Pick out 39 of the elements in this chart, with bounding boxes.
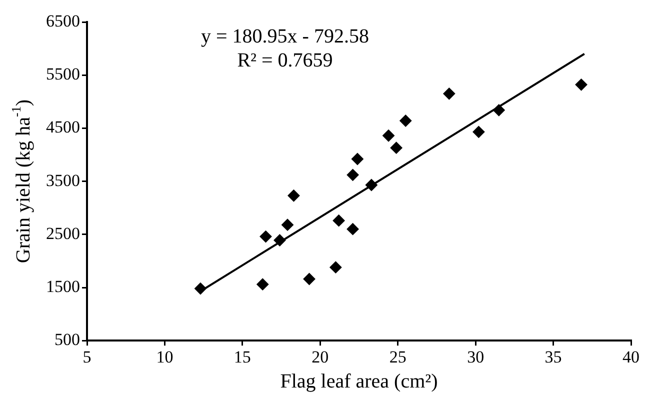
point <box>390 142 402 154</box>
point <box>332 214 345 227</box>
x-tick-label: 5 <box>82 347 92 366</box>
point <box>400 114 412 127</box>
point <box>382 130 395 142</box>
point <box>260 230 272 243</box>
y-tick-label: 2500 <box>46 224 80 243</box>
y-tick-label: 6500 <box>46 11 80 30</box>
point <box>492 104 505 116</box>
y-tick-label: 500 <box>54 330 80 350</box>
point <box>288 190 300 202</box>
point <box>575 78 588 91</box>
point <box>365 179 378 192</box>
x-tick-label: 15 <box>234 347 251 366</box>
x-tick-label: 10 <box>156 347 174 366</box>
y-tick-label: 5500 <box>46 64 80 84</box>
x-tick-label: 35 <box>544 347 562 366</box>
y-tick-label: 3500 <box>46 170 80 190</box>
y-axis-title: Grain yield (kg ha-1) <box>8 100 34 264</box>
point <box>256 278 269 290</box>
annotation: y = 180.95x - 792.58 <box>201 25 369 48</box>
point <box>472 126 485 138</box>
x-axis-title: Flag leaf area (cm²) <box>280 370 438 392</box>
y-tick-label: 4500 <box>46 118 80 137</box>
point <box>443 88 456 100</box>
point <box>346 168 359 181</box>
point <box>303 273 316 286</box>
x-tick-label: 40 <box>622 347 640 366</box>
x-tick-label: 20 <box>312 347 329 366</box>
annotation: R² = 0.7659 <box>237 49 333 72</box>
point <box>274 234 286 246</box>
x-tick-label: 25 <box>389 347 406 366</box>
x-tick-label: 30 <box>467 347 484 366</box>
point <box>194 282 206 295</box>
point <box>282 218 294 231</box>
point <box>351 153 364 165</box>
point <box>346 223 359 236</box>
point <box>330 261 342 274</box>
y-tick-label: 1500 <box>46 276 80 296</box>
